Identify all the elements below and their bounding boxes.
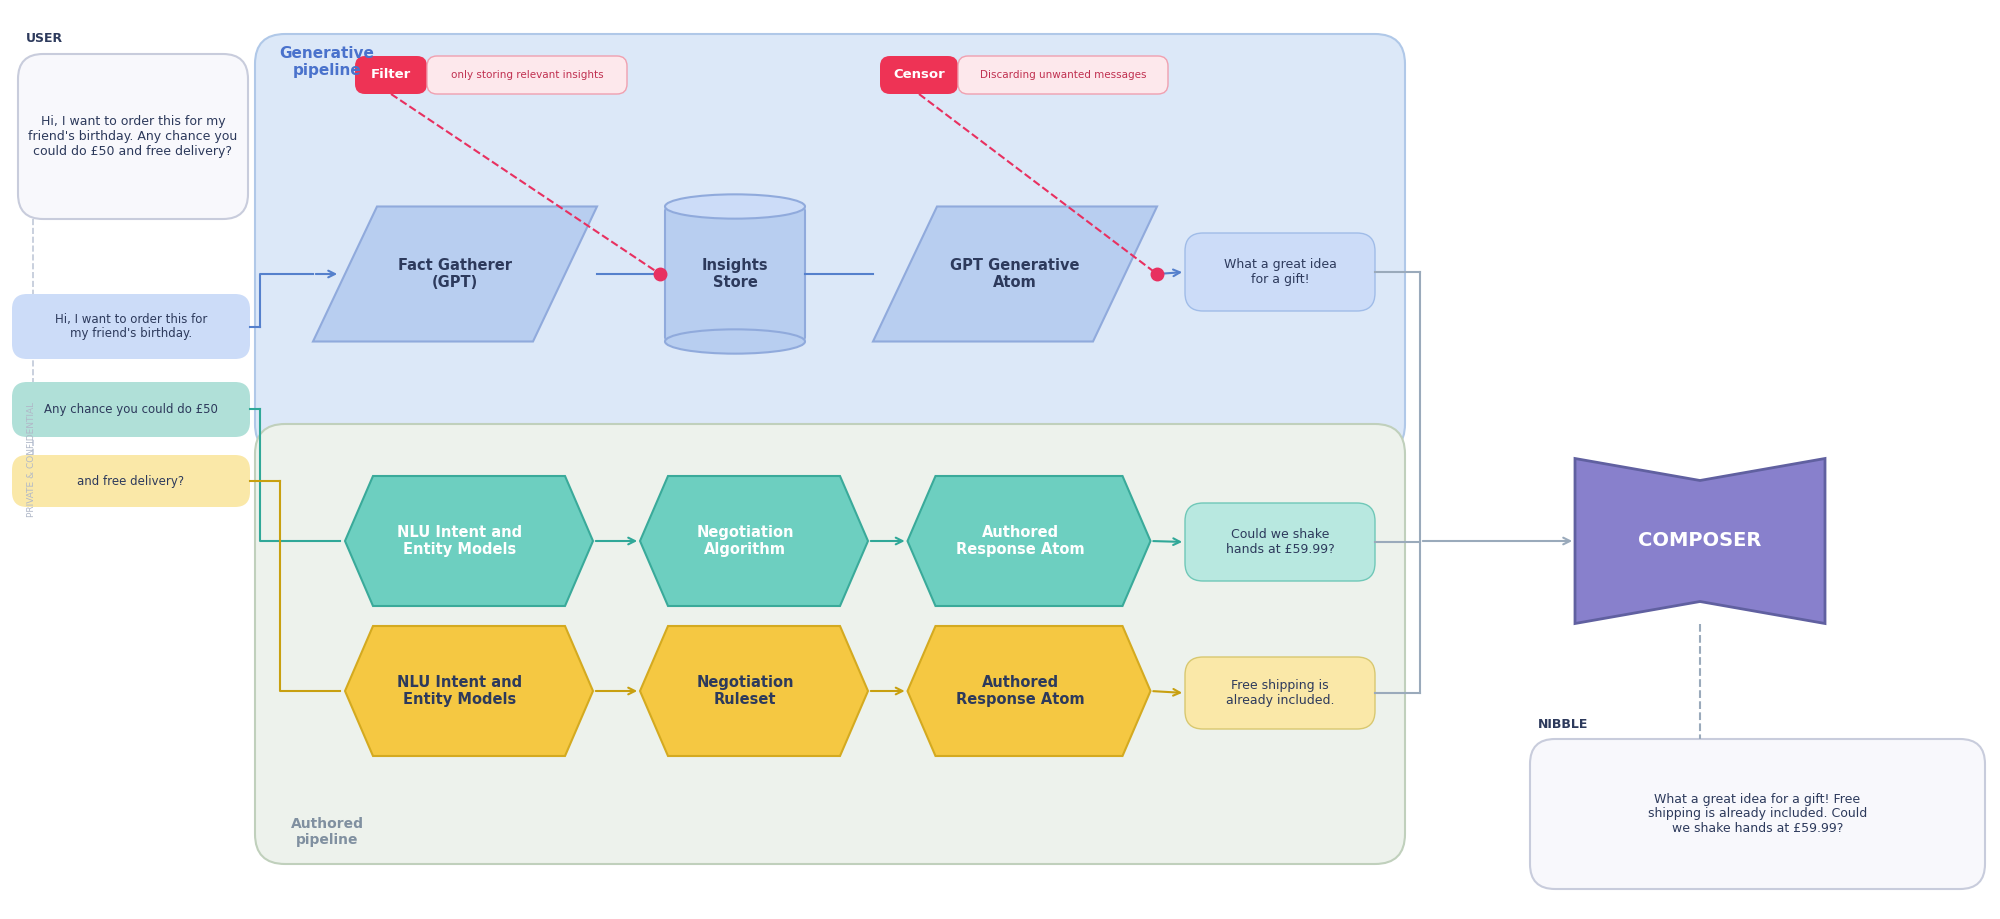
FancyBboxPatch shape (12, 382, 250, 437)
Text: Insights
Store: Insights Store (702, 258, 768, 290)
Polygon shape (312, 207, 598, 342)
Text: COMPOSER: COMPOSER (1638, 531, 1762, 550)
Polygon shape (346, 476, 594, 606)
Text: Negotiation
Ruleset: Negotiation Ruleset (696, 675, 794, 708)
FancyBboxPatch shape (1184, 503, 1376, 581)
FancyBboxPatch shape (958, 56, 1168, 94)
FancyBboxPatch shape (1184, 233, 1376, 311)
Text: What a great idea
for a gift!: What a great idea for a gift! (1224, 258, 1336, 286)
FancyBboxPatch shape (880, 56, 958, 94)
Text: Hi, I want to order this for
my friend's birthday.: Hi, I want to order this for my friend's… (54, 312, 208, 341)
Text: NIBBLE: NIBBLE (1538, 719, 1588, 732)
FancyBboxPatch shape (12, 455, 250, 507)
FancyBboxPatch shape (256, 34, 1404, 454)
FancyBboxPatch shape (18, 54, 248, 219)
Text: Could we shake
hands at £59.99?: Could we shake hands at £59.99? (1226, 528, 1334, 556)
Text: Authored
Response Atom: Authored Response Atom (956, 525, 1084, 557)
Text: PRIVATE & CONFIDENTIAL: PRIVATE & CONFIDENTIAL (28, 402, 36, 516)
Text: and free delivery?: and free delivery? (78, 474, 184, 487)
Text: USER: USER (26, 31, 64, 44)
Text: Negotiation
Algorithm: Negotiation Algorithm (696, 525, 794, 557)
FancyBboxPatch shape (256, 424, 1404, 864)
Text: NLU Intent and
Entity Models: NLU Intent and Entity Models (398, 675, 522, 708)
Text: only storing relevant insights: only storing relevant insights (450, 70, 604, 80)
Polygon shape (1576, 459, 1824, 623)
Text: What a great idea for a gift! Free
shipping is already included. Could
we shake : What a great idea for a gift! Free shipp… (1648, 792, 1868, 835)
Polygon shape (346, 626, 594, 756)
FancyBboxPatch shape (356, 56, 426, 94)
Ellipse shape (664, 329, 804, 354)
Polygon shape (640, 626, 868, 756)
Text: Hi, I want to order this for my
friend's birthday. Any chance you
could do £50 a: Hi, I want to order this for my friend's… (28, 115, 238, 158)
Text: Authored
pipeline: Authored pipeline (290, 817, 364, 847)
FancyBboxPatch shape (12, 294, 250, 359)
Text: Free shipping is
already included.: Free shipping is already included. (1226, 679, 1334, 707)
Text: Generative
pipeline: Generative pipeline (280, 46, 374, 78)
Text: NLU Intent and
Entity Models: NLU Intent and Entity Models (398, 525, 522, 557)
FancyBboxPatch shape (664, 207, 804, 342)
Text: Censor: Censor (894, 69, 944, 82)
Text: Fact Gatherer
(GPT): Fact Gatherer (GPT) (398, 258, 512, 290)
FancyBboxPatch shape (1530, 739, 1986, 889)
Polygon shape (908, 476, 1150, 606)
Text: Any chance you could do £50: Any chance you could do £50 (44, 403, 218, 416)
Polygon shape (908, 626, 1150, 756)
Text: Authored
Response Atom: Authored Response Atom (956, 675, 1084, 708)
FancyBboxPatch shape (1184, 657, 1376, 729)
Ellipse shape (664, 194, 804, 219)
Polygon shape (872, 207, 1156, 342)
Text: GPT Generative
Atom: GPT Generative Atom (950, 258, 1080, 290)
Text: Filter: Filter (370, 69, 412, 82)
FancyBboxPatch shape (426, 56, 628, 94)
Text: Discarding unwanted messages: Discarding unwanted messages (980, 70, 1146, 80)
Polygon shape (640, 476, 868, 606)
